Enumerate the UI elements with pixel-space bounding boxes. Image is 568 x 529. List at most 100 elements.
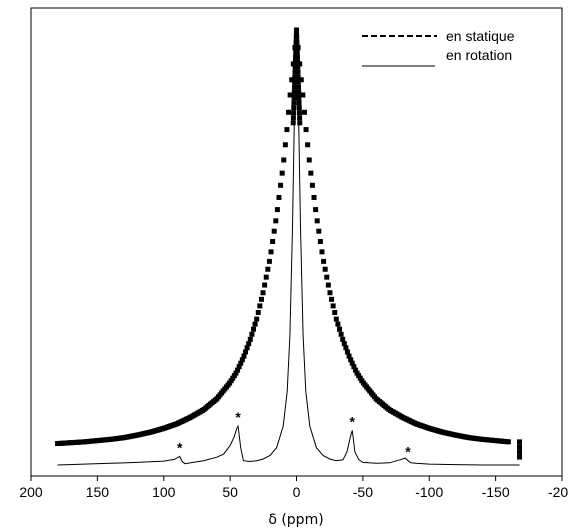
series-marker xyxy=(327,290,333,296)
series-marker xyxy=(287,92,293,98)
series-marker xyxy=(344,349,350,355)
series-marker xyxy=(276,194,282,200)
series-marker xyxy=(241,353,247,359)
series-marker xyxy=(308,170,314,176)
series-marker xyxy=(296,105,302,111)
annotations: * * * * xyxy=(177,409,411,460)
series-marker xyxy=(337,326,343,332)
series-marker xyxy=(266,258,272,264)
series-marker xyxy=(279,170,285,176)
series-marker xyxy=(268,249,274,255)
series-marker xyxy=(258,296,264,302)
series-marker xyxy=(243,349,249,355)
series-marker xyxy=(319,249,325,255)
series-marker xyxy=(296,100,302,106)
sideband-marker: * xyxy=(177,439,183,455)
series-marker xyxy=(238,360,244,366)
series-marker xyxy=(338,331,344,337)
series-marker xyxy=(309,182,315,188)
x-axis-title: δ (ppm) xyxy=(268,512,323,528)
series-marker xyxy=(257,303,263,309)
series-marker xyxy=(306,157,312,163)
series-layer xyxy=(55,27,523,466)
series-marker xyxy=(505,439,511,445)
series-marker xyxy=(274,207,280,213)
series-marker xyxy=(296,95,302,101)
x-tick-label: -200 xyxy=(548,484,568,500)
series-marker xyxy=(349,360,355,366)
series-marker xyxy=(314,218,320,224)
series-marker xyxy=(329,296,335,302)
series-marker xyxy=(291,110,297,116)
series-marker xyxy=(278,182,284,188)
series-marker xyxy=(321,258,327,264)
series-marker xyxy=(284,127,290,133)
series-marker xyxy=(230,375,236,381)
series-marker xyxy=(252,321,258,327)
series-marker xyxy=(235,367,241,373)
series-marker xyxy=(341,341,347,347)
series-marker xyxy=(301,109,307,115)
series-marker xyxy=(352,367,358,373)
series-marker xyxy=(249,331,255,337)
series-marker xyxy=(273,218,279,224)
series-marker xyxy=(332,309,338,315)
x-tick-label: 200 xyxy=(19,484,43,500)
series-marker xyxy=(517,444,523,450)
series-marker xyxy=(281,157,287,163)
x-tick-label: 150 xyxy=(86,484,110,500)
series-marker xyxy=(340,336,346,342)
series-marker xyxy=(263,274,269,280)
x-tick-label: 0 xyxy=(293,484,301,500)
series-marker xyxy=(236,364,242,370)
x-tick-label: 50 xyxy=(222,484,238,500)
series-marker xyxy=(348,357,354,363)
series-marker xyxy=(293,29,299,35)
series-marker xyxy=(303,127,309,133)
x-tick-label: -100 xyxy=(415,484,443,500)
legend-label-en-statique: en statique xyxy=(446,28,515,44)
series-marker xyxy=(346,353,352,359)
series-marker xyxy=(255,309,261,315)
series-marker xyxy=(305,142,311,148)
series-marker xyxy=(244,345,250,351)
sideband-marker: * xyxy=(405,444,411,460)
series-marker xyxy=(343,345,349,351)
series-marker xyxy=(296,110,302,116)
series-en-statique xyxy=(55,27,523,460)
series-marker xyxy=(354,370,360,376)
series-marker xyxy=(231,373,237,379)
series-marker xyxy=(517,439,523,445)
sideband-marker: * xyxy=(350,413,356,429)
series-marker xyxy=(239,357,245,363)
series-marker xyxy=(250,326,256,332)
series-marker xyxy=(246,341,252,347)
x-tick-label: -50 xyxy=(353,484,373,500)
x-tick-label: 100 xyxy=(152,484,176,500)
series-marker xyxy=(316,228,322,234)
x-axis-ticks: 200 150 100 50 0 -50 -100 -150 -200 xyxy=(19,476,568,500)
series-marker xyxy=(300,92,306,98)
series-marker xyxy=(357,375,363,381)
series-marker xyxy=(260,290,266,296)
series-marker xyxy=(282,142,288,148)
series-marker xyxy=(333,316,339,322)
series-marker xyxy=(330,303,336,309)
legend: en statique en rotation xyxy=(362,28,515,67)
series-marker xyxy=(356,373,362,379)
series-marker xyxy=(265,266,271,272)
series-marker xyxy=(297,120,303,126)
series-marker xyxy=(270,239,276,245)
series-marker xyxy=(290,120,296,126)
series-marker xyxy=(254,316,260,322)
series-en-rotation-line xyxy=(57,32,520,466)
series-marker xyxy=(271,228,277,234)
series-marker xyxy=(351,364,357,370)
x-tick-label: -150 xyxy=(482,484,510,500)
series-marker xyxy=(291,95,297,101)
series-marker xyxy=(317,239,323,245)
series-marker xyxy=(517,449,523,455)
series-marker xyxy=(247,336,253,342)
series-marker xyxy=(322,266,328,272)
